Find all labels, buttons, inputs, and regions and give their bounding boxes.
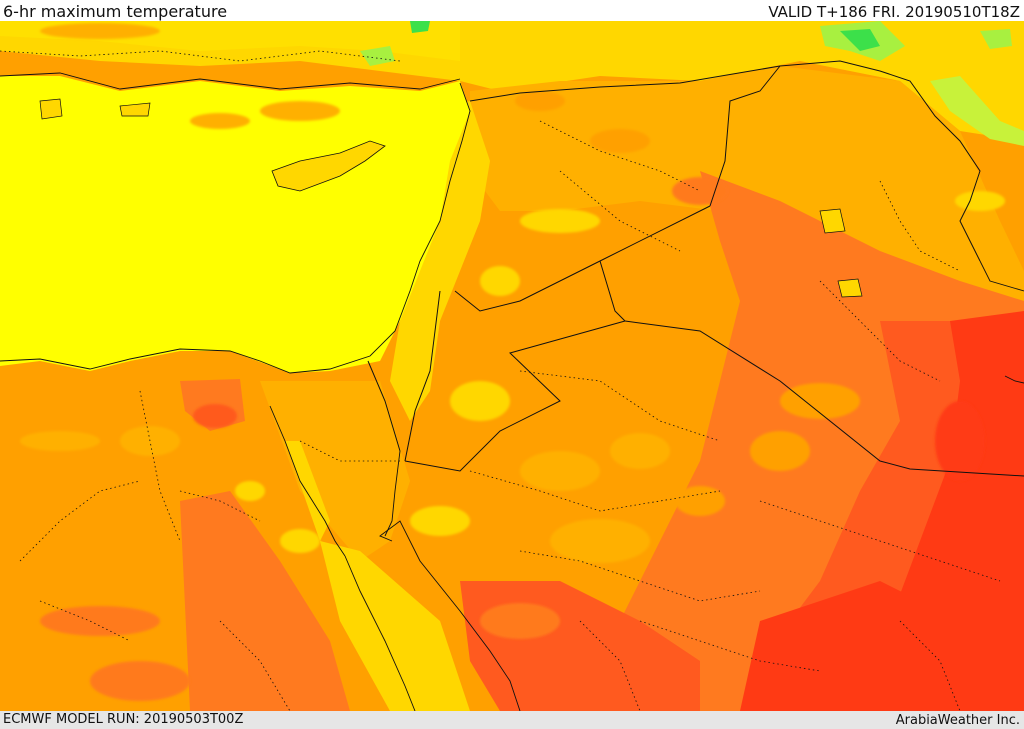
- blob: [675, 486, 725, 516]
- dotted-boundary: [639, 620, 821, 672]
- blob: [520, 209, 600, 233]
- blob: [40, 606, 160, 636]
- dotted-boundary: [469, 470, 721, 512]
- dotted-boundary: [179, 490, 261, 522]
- aegean-island-2: [119, 102, 151, 117]
- dotted-admin-boundaries: [0, 50, 1001, 711]
- region-red-sea: [320, 541, 470, 711]
- blob: [610, 433, 670, 469]
- blob: [550, 519, 650, 563]
- coastline-med-south: [0, 82, 471, 374]
- blob: [193, 404, 237, 428]
- coastlines: [0, 72, 1024, 711]
- border-jordan-israel: [404, 290, 441, 462]
- blob: [40, 23, 160, 39]
- border-syria-jordan: [454, 205, 711, 312]
- dotted-boundary: [219, 620, 291, 711]
- green-patch-3: [980, 29, 1012, 49]
- region-gulf-suez: [285, 441, 330, 541]
- model-run-label: ECMWF MODEL RUN: 20190503T00Z: [3, 712, 244, 727]
- green-patch-4: [360, 46, 395, 66]
- coastline-red-sea-west: [344, 555, 416, 711]
- border-jordan-saudi: [404, 320, 626, 472]
- blob: [590, 129, 650, 153]
- dotted-boundary: [899, 620, 961, 711]
- green-patch-5: [410, 21, 430, 33]
- blob: [520, 451, 600, 491]
- region-turkey-warm: [0, 21, 1024, 141]
- blob: [260, 101, 340, 121]
- valid-time-label: VALID T+186 FRI. 20190510T18Z: [768, 3, 1020, 21]
- blob: [410, 506, 470, 536]
- mottle-blobs: [20, 23, 1005, 701]
- blob: [935, 401, 985, 481]
- coastline-gulf: [979, 260, 1024, 292]
- coastline-red-sea-east: [379, 520, 521, 711]
- dotted-boundary: [519, 550, 761, 602]
- map-footer: ECMWF MODEL RUN: 20190503T00Z ArabiaWeat…: [0, 711, 1024, 729]
- coastline-gulf-aqaba: [384, 450, 401, 537]
- region-egypt-deep: [180, 491, 350, 711]
- temperature-map[interactable]: [0, 21, 1024, 711]
- blob: [235, 481, 265, 501]
- lake-iraq-2: [837, 278, 863, 298]
- aegean-island-1: [39, 98, 63, 120]
- dotted-boundary: [759, 500, 1001, 582]
- blob: [190, 113, 250, 129]
- dotted-boundary: [579, 620, 641, 711]
- blob: [672, 177, 728, 205]
- blob: [780, 383, 860, 419]
- coastline-turkey-south: [0, 72, 461, 90]
- coastline-iraq-marsh: [1004, 375, 1024, 384]
- lake-iraq-1: [819, 208, 846, 234]
- dotted-boundary: [299, 440, 400, 462]
- border-turkey-iraq: [779, 60, 981, 262]
- border-syria-turkey: [469, 65, 781, 102]
- border-jordan-iraq: [599, 260, 626, 322]
- border-egypt-israel: [367, 360, 401, 452]
- border-iraq-saudi: [624, 320, 1024, 477]
- border-syria-iraq: [709, 65, 781, 207]
- credit-label: ArabiaWeather Inc.: [895, 713, 1020, 728]
- green-patch-2: [840, 29, 880, 51]
- green-patch-6: [930, 76, 1024, 146]
- blob: [480, 603, 560, 639]
- blob: [750, 431, 810, 471]
- map-title: 6-hr maximum temperature: [3, 2, 228, 21]
- map-header: 6-hr maximum temperature VALID T+186 FRI…: [0, 0, 1024, 21]
- coastline-gulf-suez: [269, 405, 346, 557]
- country-borders: [367, 60, 1024, 477]
- blob: [515, 91, 565, 111]
- blob: [480, 266, 520, 296]
- blob: [20, 431, 100, 451]
- dotted-boundary: [819, 280, 941, 382]
- region-levant-coast: [390, 101, 490, 421]
- dotted-boundary: [559, 170, 681, 252]
- blob: [280, 529, 320, 553]
- dotted-boundary: [19, 480, 141, 562]
- blob: [90, 661, 190, 701]
- region-sinai: [260, 381, 410, 561]
- region-red-south: [740, 581, 960, 711]
- blob: [450, 381, 510, 421]
- temperature-field-svg: [0, 21, 1024, 711]
- cyprus-island: [271, 140, 386, 192]
- blob: [955, 191, 1005, 211]
- blob: [870, 189, 930, 213]
